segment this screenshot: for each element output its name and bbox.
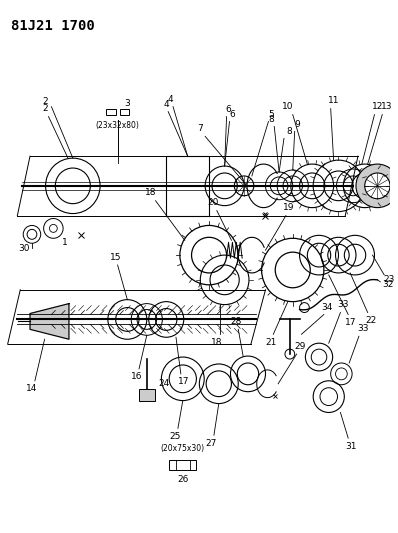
- Bar: [166, 156, 209, 215]
- Text: 2: 2: [43, 97, 49, 106]
- Text: 17: 17: [345, 318, 357, 327]
- Text: 29: 29: [294, 342, 305, 351]
- Text: 9: 9: [295, 120, 300, 129]
- Text: 13: 13: [381, 102, 393, 111]
- Text: 11: 11: [328, 96, 339, 105]
- Text: (20x75x30): (20x75x30): [161, 443, 205, 453]
- Text: 81J21 1700: 81J21 1700: [11, 19, 94, 33]
- Bar: [139, 389, 154, 401]
- Text: 25: 25: [169, 432, 181, 441]
- Text: 5: 5: [269, 110, 274, 119]
- Text: 32: 32: [382, 280, 394, 289]
- Text: 33: 33: [338, 300, 349, 309]
- Text: 4: 4: [164, 100, 169, 109]
- Text: 33: 33: [357, 324, 369, 333]
- Text: (23x32x80): (23x32x80): [96, 121, 140, 130]
- Text: 2: 2: [43, 104, 49, 113]
- Circle shape: [365, 173, 390, 199]
- Text: 27: 27: [205, 439, 217, 448]
- Text: 31: 31: [345, 442, 357, 450]
- Text: 18: 18: [211, 338, 222, 346]
- Text: 8: 8: [286, 127, 292, 136]
- Text: 16: 16: [131, 373, 143, 381]
- Text: 7: 7: [197, 124, 203, 133]
- Text: 24: 24: [159, 379, 170, 388]
- Text: 20: 20: [207, 198, 219, 207]
- Text: 3: 3: [125, 99, 130, 108]
- Text: 6: 6: [226, 105, 231, 114]
- Text: 15: 15: [110, 253, 121, 262]
- Text: 26: 26: [177, 475, 189, 484]
- Text: 4: 4: [167, 95, 173, 104]
- Text: 18: 18: [145, 188, 156, 197]
- Text: 1: 1: [62, 238, 68, 247]
- Polygon shape: [30, 304, 69, 339]
- Text: 30: 30: [18, 244, 30, 253]
- Bar: [169, 460, 196, 470]
- Text: 21: 21: [265, 338, 277, 346]
- Text: 23: 23: [383, 276, 395, 285]
- Circle shape: [356, 164, 398, 208]
- Text: 34: 34: [321, 303, 332, 312]
- Text: 19: 19: [283, 203, 295, 212]
- Bar: [106, 109, 116, 115]
- Text: 12: 12: [372, 102, 383, 111]
- Text: 28: 28: [230, 317, 242, 326]
- Text: 17: 17: [178, 377, 189, 386]
- Bar: [119, 109, 129, 115]
- Text: 14: 14: [26, 384, 38, 393]
- Text: 22: 22: [365, 316, 376, 325]
- Text: 6: 6: [230, 110, 235, 119]
- Text: 8: 8: [269, 115, 274, 124]
- Text: 10: 10: [282, 102, 294, 111]
